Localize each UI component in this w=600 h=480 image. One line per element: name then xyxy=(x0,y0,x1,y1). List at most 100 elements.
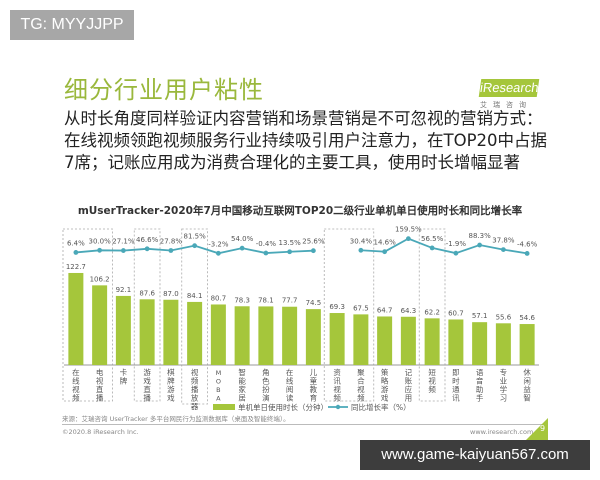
copyright: ©2020.8 iResearch Inc. xyxy=(62,428,139,436)
growth-label: 30.0% xyxy=(89,237,112,245)
category-label: 休闲益智 xyxy=(523,367,531,403)
growth-label: 88.3% xyxy=(469,232,492,240)
bar-value-label: 64.3 xyxy=(401,307,417,315)
watermark-bottom: www.game-kaiyuan567.com xyxy=(360,440,590,470)
bar-value-label: 87.6 xyxy=(139,289,155,297)
growth-line xyxy=(360,237,528,255)
growth-label: -3.2% xyxy=(208,240,229,248)
category-label: 记账应用 xyxy=(405,368,413,403)
growth-point xyxy=(382,249,388,255)
category-label: 在线视频 xyxy=(72,367,80,403)
highlight-box xyxy=(418,228,446,402)
watermark-top: TG: MYYJJPP xyxy=(10,10,134,40)
growth-point xyxy=(405,236,411,242)
bar xyxy=(258,306,274,365)
category-label: 策略游戏 xyxy=(381,367,389,403)
growth-point xyxy=(500,247,506,252)
bar xyxy=(282,306,298,365)
category-label: 角色扮演 xyxy=(262,367,270,403)
bar-value-label: 67.5 xyxy=(353,304,369,312)
bar-value-label: 80.7 xyxy=(211,294,227,302)
growth-label: -0.4% xyxy=(256,240,277,248)
legend-bar-label: 单机单日使用时长（分钟） xyxy=(238,402,328,412)
growth-point xyxy=(524,251,530,256)
chart-title: mUserTracker-2020年7月中国移动互联网TOP20二级行业单机单日… xyxy=(77,205,523,217)
bar-value-label: 62.2 xyxy=(424,308,440,316)
category-label: 即时通讯 xyxy=(452,368,460,403)
bar xyxy=(400,316,416,365)
growth-label: 25.6% xyxy=(302,238,325,246)
growth-label: 30.4% xyxy=(350,237,373,245)
bar-value-label: 78.1 xyxy=(258,296,274,304)
category-label: 资讯视频 xyxy=(333,367,341,403)
category-label: 游戏直播 xyxy=(143,367,151,403)
bar-value-label: 106.2 xyxy=(90,275,110,283)
growth-point xyxy=(239,245,245,251)
bar-value-label: 54.6 xyxy=(519,314,535,322)
growth-label: 13.5% xyxy=(279,239,302,247)
growth-point xyxy=(358,247,364,253)
growth-label: 56.5% xyxy=(421,235,444,243)
bar xyxy=(377,316,393,365)
bar-value-label: 77.7 xyxy=(282,297,298,305)
category-label: 专业学习 xyxy=(500,367,508,403)
growth-point xyxy=(477,242,483,248)
growth-label: 27.8% xyxy=(160,237,183,245)
legend-line-label: 同比增长率（%） xyxy=(351,402,411,412)
bar xyxy=(234,306,250,365)
growth-point xyxy=(310,248,316,254)
bar xyxy=(92,285,108,365)
growth-label: 37.8% xyxy=(492,237,515,245)
page-number: 9 xyxy=(540,424,546,433)
legend-bar-swatch xyxy=(213,404,235,410)
iresearch-logo: iResearch 艾瑞咨询 xyxy=(472,75,542,113)
bar xyxy=(329,313,345,365)
bar xyxy=(305,309,321,365)
footer-divider xyxy=(62,424,542,425)
highlight-box xyxy=(323,228,375,402)
slide-subtitle: 从时长角度同样验证内容营销和场景营销是不可忽视的营销方式：在线视频领跑视频服务行… xyxy=(64,109,548,172)
category-label: 电视直播 xyxy=(96,367,104,403)
category-label: 卡牌 xyxy=(120,367,128,386)
bar-value-label: 122.7 xyxy=(66,263,86,271)
growth-point xyxy=(192,243,198,249)
growth-label: -4.6% xyxy=(517,240,538,248)
bar xyxy=(210,304,226,365)
bar xyxy=(472,322,488,365)
growth-label: -1.9% xyxy=(446,240,467,248)
category-label: 语音助手 xyxy=(476,367,484,403)
growth-point xyxy=(168,248,174,253)
growth-point xyxy=(73,250,79,255)
bar-value-label: 64.7 xyxy=(377,306,393,314)
growth-point xyxy=(429,245,435,251)
bar-value-label: 55.6 xyxy=(496,313,512,321)
category-label: 视频播放器 xyxy=(191,367,199,411)
growth-point xyxy=(144,246,150,252)
category-label: 聚合视频 xyxy=(357,368,365,403)
highlight-box xyxy=(181,228,208,405)
bar-value-label: 92.1 xyxy=(116,286,132,294)
source-note: 来源：艾瑞咨询 UserTracker 多平台网民行为监测数据库（桌面及智能终端… xyxy=(62,415,290,423)
growth-label: 46.6% xyxy=(136,236,159,244)
bar xyxy=(448,319,464,365)
growth-point xyxy=(120,248,126,253)
growth-label: 159.5% xyxy=(395,226,422,234)
growth-point xyxy=(287,249,293,255)
highlight-box xyxy=(62,228,113,402)
category-label: 智能家居 xyxy=(238,367,246,403)
bar xyxy=(353,314,369,365)
category-label: 儿童教育 xyxy=(310,368,318,403)
highlight-box xyxy=(133,228,161,402)
bar-value-label: 74.5 xyxy=(306,299,322,307)
category-label: 棋牌游戏 xyxy=(167,367,175,403)
bar xyxy=(163,299,179,365)
bar xyxy=(519,324,535,365)
growth-point xyxy=(263,250,269,256)
bar-value-label: 78.3 xyxy=(234,296,250,304)
growth-point xyxy=(453,250,459,256)
bar xyxy=(139,299,155,365)
bar xyxy=(115,295,131,365)
legend-line-marker xyxy=(335,404,341,410)
